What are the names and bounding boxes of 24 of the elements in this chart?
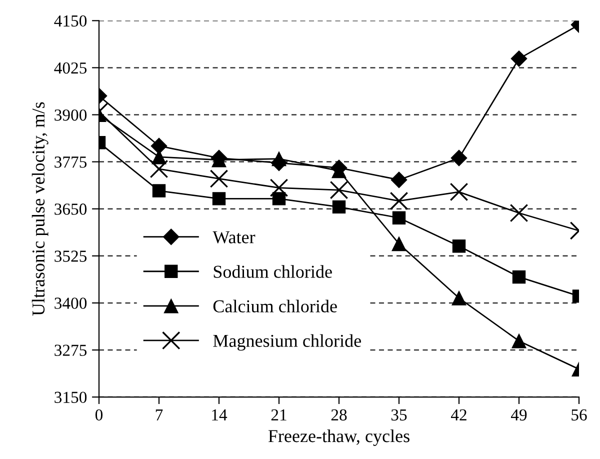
x-tick-label: 28 — [331, 409, 347, 421]
x-tick-label: 14 — [212, 409, 228, 420]
y-tick-label: 3775 — [54, 156, 87, 168]
x-tick-label: 21 — [271, 409, 286, 420]
y-tick-label: 3525 — [54, 250, 87, 262]
x-tick-label: 56 — [572, 409, 587, 421]
x-tick-label: 49 — [510, 409, 527, 421]
y-axis-title: Ultrasonic pulse velocity, m/s — [32, 102, 48, 316]
y-tick-label: 3650 — [54, 204, 87, 215]
legend-label: Magnesium chloride — [213, 334, 361, 351]
y-tick-label: 3275 — [54, 344, 87, 356]
legend-label: Calcium chloride — [213, 300, 337, 312]
legend-label: Sodium chloride — [214, 265, 332, 278]
legend-label: Water — [212, 231, 256, 244]
y-tick-label: 3900 — [54, 109, 87, 121]
y-tick-label: 4025 — [54, 62, 87, 74]
x-tick-label: 35 — [391, 409, 407, 421]
x-axis-title: Freeze-thaw, cycles — [268, 430, 410, 446]
y-tick-label: 4150 — [54, 15, 87, 27]
y-tick-label: 3400 — [54, 298, 87, 309]
x-tick-label: 42 — [450, 409, 466, 420]
x-tick-label: 0 — [95, 409, 103, 421]
y-tick-label: 3150 — [54, 392, 87, 403]
x-tick-label: 7 — [156, 409, 163, 420]
